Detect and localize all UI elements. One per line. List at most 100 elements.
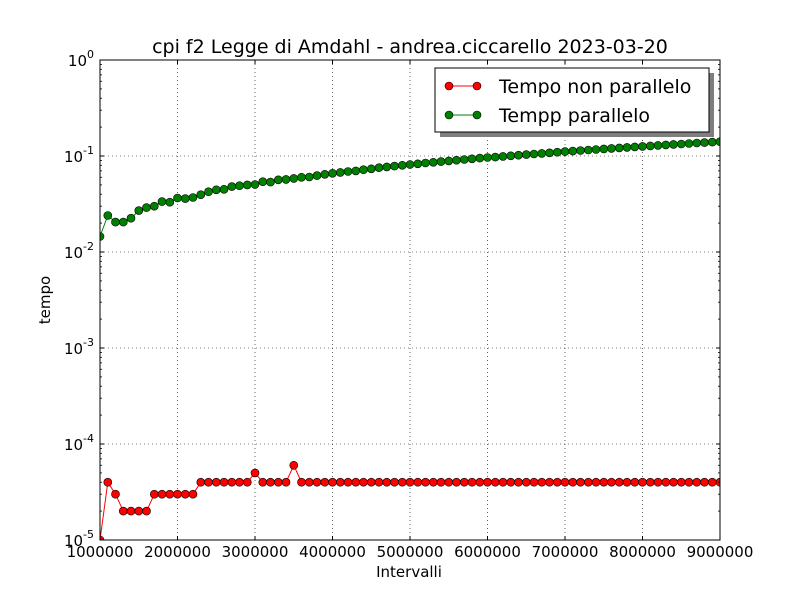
data-point — [552, 477, 562, 487]
legend-label-parallel: Tempp parallelo — [498, 105, 650, 127]
data-point — [227, 477, 237, 487]
data-point — [134, 206, 144, 215]
ticks: 1000000 2000000 3000000 4000000 5000000 60000… — [64, 48, 753, 561]
data-point — [700, 477, 709, 487]
data-point — [475, 153, 485, 163]
series-1 — [100, 460, 720, 540]
data-point — [607, 144, 616, 153]
data-point — [560, 147, 570, 156]
data-point — [335, 477, 345, 487]
data-point — [421, 477, 430, 487]
data-point — [498, 152, 508, 161]
data-point — [289, 174, 299, 183]
data-point — [676, 477, 686, 487]
data-point — [343, 477, 353, 487]
data-point — [273, 175, 283, 185]
data-point — [374, 477, 384, 487]
data-point — [459, 477, 469, 487]
data-point — [258, 477, 268, 487]
data-point — [529, 149, 539, 159]
data-point — [320, 477, 330, 487]
data-point — [715, 137, 720, 146]
data-point — [405, 477, 415, 487]
data-point — [235, 477, 244, 487]
data-point — [351, 166, 361, 176]
data-point — [181, 194, 190, 203]
data-point — [545, 477, 554, 487]
data-point — [188, 489, 198, 499]
data-point — [100, 535, 105, 540]
data-point — [304, 477, 314, 487]
data-point — [119, 217, 128, 227]
x-tick-label: 9000000 — [687, 543, 754, 561]
data-point — [235, 181, 244, 190]
data-point — [568, 146, 578, 156]
data-point — [359, 477, 368, 487]
data-point — [490, 152, 500, 162]
data-point — [428, 477, 438, 487]
data-point — [281, 477, 291, 487]
data-point — [150, 201, 159, 211]
data-point — [173, 489, 182, 499]
data-point — [273, 477, 283, 487]
data-point — [467, 477, 477, 487]
data-point — [653, 477, 663, 487]
data-point — [343, 167, 353, 176]
data-point — [266, 477, 275, 487]
data-point — [181, 489, 190, 499]
data-point — [250, 468, 260, 478]
data-point — [622, 477, 632, 487]
legend-entry-parallel: Tempp parallelo — [444, 105, 650, 127]
data-point — [638, 142, 647, 151]
data-point — [506, 477, 516, 487]
data-point — [150, 489, 159, 499]
data-point — [243, 180, 252, 190]
data-point — [707, 477, 717, 487]
data-point — [258, 177, 268, 186]
data-point — [475, 477, 485, 487]
chart-title: cpi f2 Legge di Amdahl - andrea.ciccarel… — [152, 36, 668, 58]
x-tick-label: 3000000 — [222, 543, 289, 561]
data-point — [134, 506, 144, 516]
data-point — [243, 477, 252, 487]
x-tick-label: 4000000 — [299, 543, 366, 561]
data-point — [467, 154, 477, 164]
data-point — [297, 477, 306, 487]
data-point — [568, 477, 578, 487]
data-point — [591, 145, 601, 154]
data-point — [196, 190, 206, 199]
data-point — [119, 506, 128, 516]
data-point — [212, 477, 221, 487]
data-point — [661, 477, 671, 487]
legend-entry-non-parallel: Tempo non parallelo — [444, 76, 691, 98]
data-point — [506, 151, 516, 161]
x-tick-label: 2000000 — [144, 543, 211, 561]
data-point — [100, 232, 105, 241]
data-point — [700, 138, 709, 147]
data-point — [111, 489, 120, 499]
data-point — [483, 153, 492, 162]
data-point — [576, 477, 585, 487]
data-point — [614, 143, 624, 153]
data-point — [521, 477, 531, 487]
data-point — [692, 138, 702, 148]
data-point — [622, 143, 632, 152]
data-point — [599, 144, 609, 154]
data-point — [165, 197, 175, 207]
data-point — [196, 477, 206, 487]
data-point — [583, 477, 593, 487]
x-tick-label: 8000000 — [609, 543, 676, 561]
data-point — [227, 182, 237, 191]
data-point — [335, 168, 345, 177]
data-point — [444, 156, 454, 166]
y-tick-label: 10-4 — [64, 432, 94, 454]
data-point — [607, 477, 616, 487]
data-point — [413, 477, 423, 487]
x-tick-label: 6000000 — [454, 543, 521, 561]
y-tick-label: 10-2 — [64, 240, 94, 262]
x-axis-label: Intervalli — [376, 563, 442, 581]
data-point — [436, 477, 446, 487]
data-point — [599, 477, 609, 487]
y-axis-label: tempo — [36, 276, 54, 324]
y-tick-label: 10-3 — [64, 336, 94, 358]
